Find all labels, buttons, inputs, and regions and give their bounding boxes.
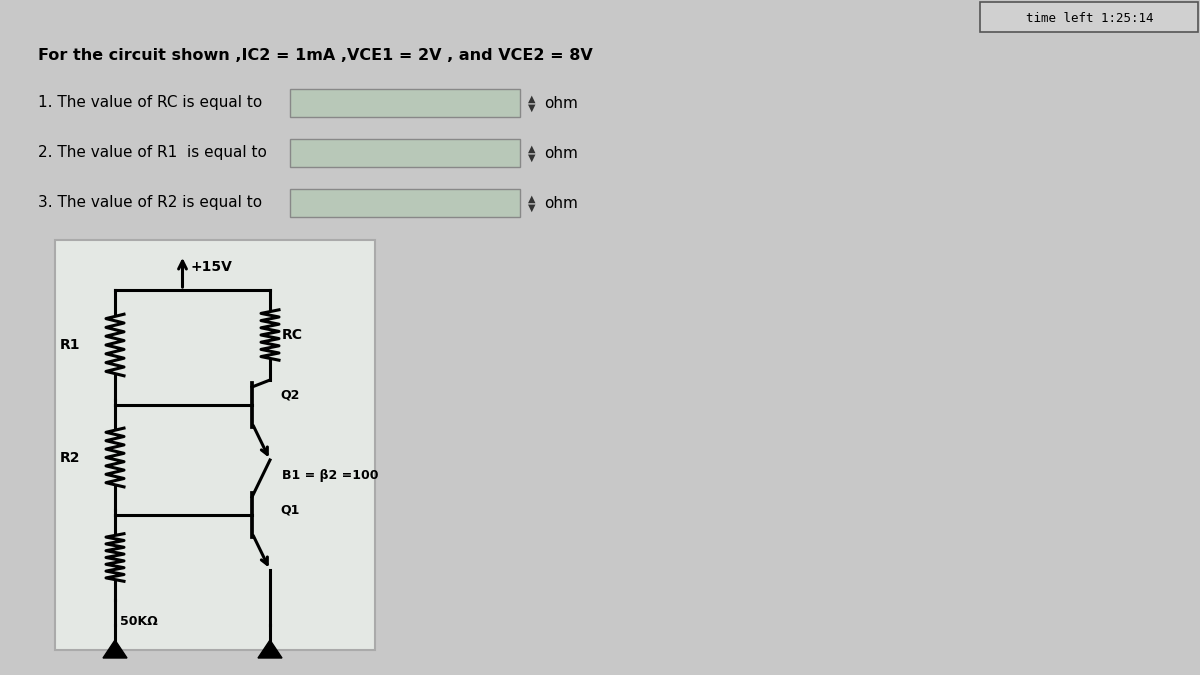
Text: ▲
▼: ▲ ▼ bbox=[528, 194, 535, 213]
Bar bbox=[55, 240, 374, 650]
Bar bbox=[290, 189, 520, 217]
Text: RC: RC bbox=[282, 328, 302, 342]
Text: B1 = β2 =100: B1 = β2 =100 bbox=[282, 468, 378, 481]
Bar bbox=[980, 2, 1198, 32]
Text: ▲
▼: ▲ ▼ bbox=[528, 143, 535, 163]
Text: ▲
▼: ▲ ▼ bbox=[528, 93, 535, 113]
Text: 50KΩ: 50KΩ bbox=[120, 615, 157, 628]
Text: time left 1:25:14: time left 1:25:14 bbox=[1026, 13, 1153, 26]
Polygon shape bbox=[103, 640, 127, 658]
Bar bbox=[290, 89, 520, 117]
Polygon shape bbox=[258, 640, 282, 658]
Text: 2. The value of R1  is equal to: 2. The value of R1 is equal to bbox=[38, 146, 266, 161]
Text: ohm: ohm bbox=[544, 95, 578, 111]
Text: +15V: +15V bbox=[191, 260, 233, 274]
Text: ohm: ohm bbox=[544, 196, 578, 211]
Text: For the circuit shown ,IC2 = 1mA ,VCE1 = 2V , and VCE2 = 8V: For the circuit shown ,IC2 = 1mA ,VCE1 =… bbox=[38, 48, 593, 63]
Text: R1: R1 bbox=[60, 338, 80, 352]
Text: Q2: Q2 bbox=[280, 389, 299, 402]
Bar bbox=[290, 139, 520, 167]
Text: Q1: Q1 bbox=[280, 504, 299, 516]
Text: ohm: ohm bbox=[544, 146, 578, 161]
Text: 3. The value of R2 is equal to: 3. The value of R2 is equal to bbox=[38, 196, 262, 211]
Text: R2: R2 bbox=[60, 450, 80, 464]
Text: 1. The value of RC is equal to: 1. The value of RC is equal to bbox=[38, 95, 263, 111]
